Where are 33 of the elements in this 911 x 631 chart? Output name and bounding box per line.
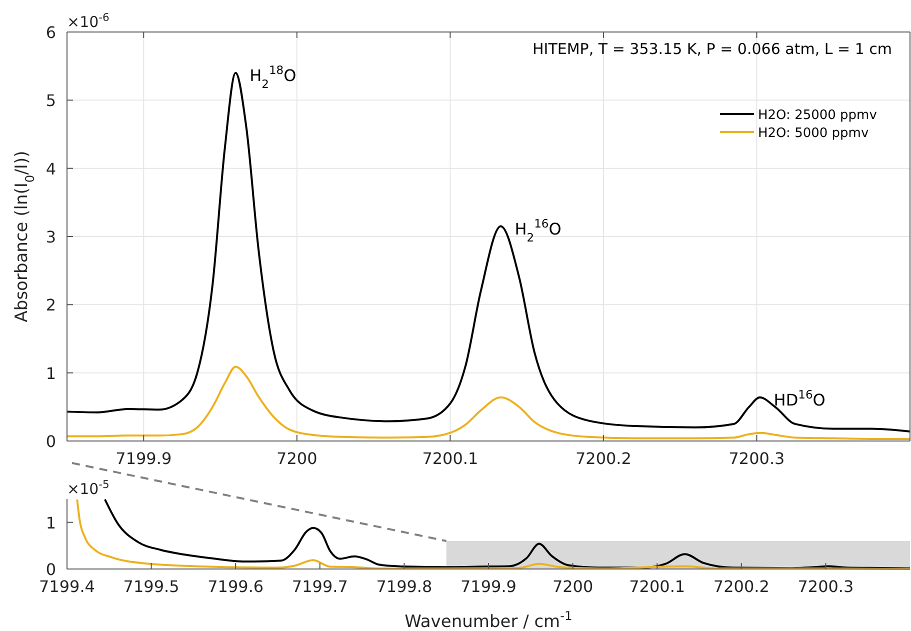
x-tick-label: 7199.5 xyxy=(123,577,180,596)
x-tick-label: 7200.3 xyxy=(728,449,785,468)
y-tick-label: 6 xyxy=(46,23,56,42)
x-tick-label: 7200.3 xyxy=(798,577,854,596)
y-tick-label: 1 xyxy=(46,364,56,383)
legend-label: H2O: 25000 ppmv xyxy=(758,108,878,123)
x-tick-label: 7200 xyxy=(276,449,318,468)
x-tick-label: 7200.2 xyxy=(575,449,632,468)
x-tick-label: 7199.6 xyxy=(208,577,264,596)
annotation: HITEMP, T = 353.15 K, P = 0.066 atm, L = 1 cm xyxy=(532,40,892,58)
x-axis-title: Wavenumber / cm$^{-1}$ xyxy=(404,609,572,631)
x-tick-label: 7200 xyxy=(552,577,594,596)
x-tick-label: 7199.4 xyxy=(39,577,95,596)
x-tick-label: 7199.9 xyxy=(460,577,516,596)
annotation: H$_{2}$$^{16}$O xyxy=(514,216,562,244)
y-tick-label: 5 xyxy=(46,91,56,110)
x-tick-label: 7199.7 xyxy=(292,577,348,596)
text: ×10$^{-6}$ xyxy=(67,10,110,31)
x-tick-label: 7200.2 xyxy=(713,577,770,596)
annotation: H$_{2}$$^{18}$O xyxy=(250,62,296,91)
y-tick-label: 2 xyxy=(46,296,56,315)
y-tick-label: 0 xyxy=(46,560,56,579)
legend-label: H2O: 5000 ppmv xyxy=(758,126,869,141)
y-tick-label: 0 xyxy=(46,432,56,451)
x-tick-label: 7199.9 xyxy=(116,449,172,468)
y-tick-label: 1 xyxy=(46,513,56,532)
x-tick-label: 7200.1 xyxy=(422,449,478,468)
annotation: HD$^{16}$O xyxy=(774,387,826,410)
x-tick-label: 7199.8 xyxy=(376,577,432,596)
y-tick-label: 3 xyxy=(46,228,56,246)
x-tick-label: 7200.1 xyxy=(629,577,686,596)
text: ×10$^{-5}$ xyxy=(67,478,110,498)
y-tick-label: 4 xyxy=(46,159,56,178)
